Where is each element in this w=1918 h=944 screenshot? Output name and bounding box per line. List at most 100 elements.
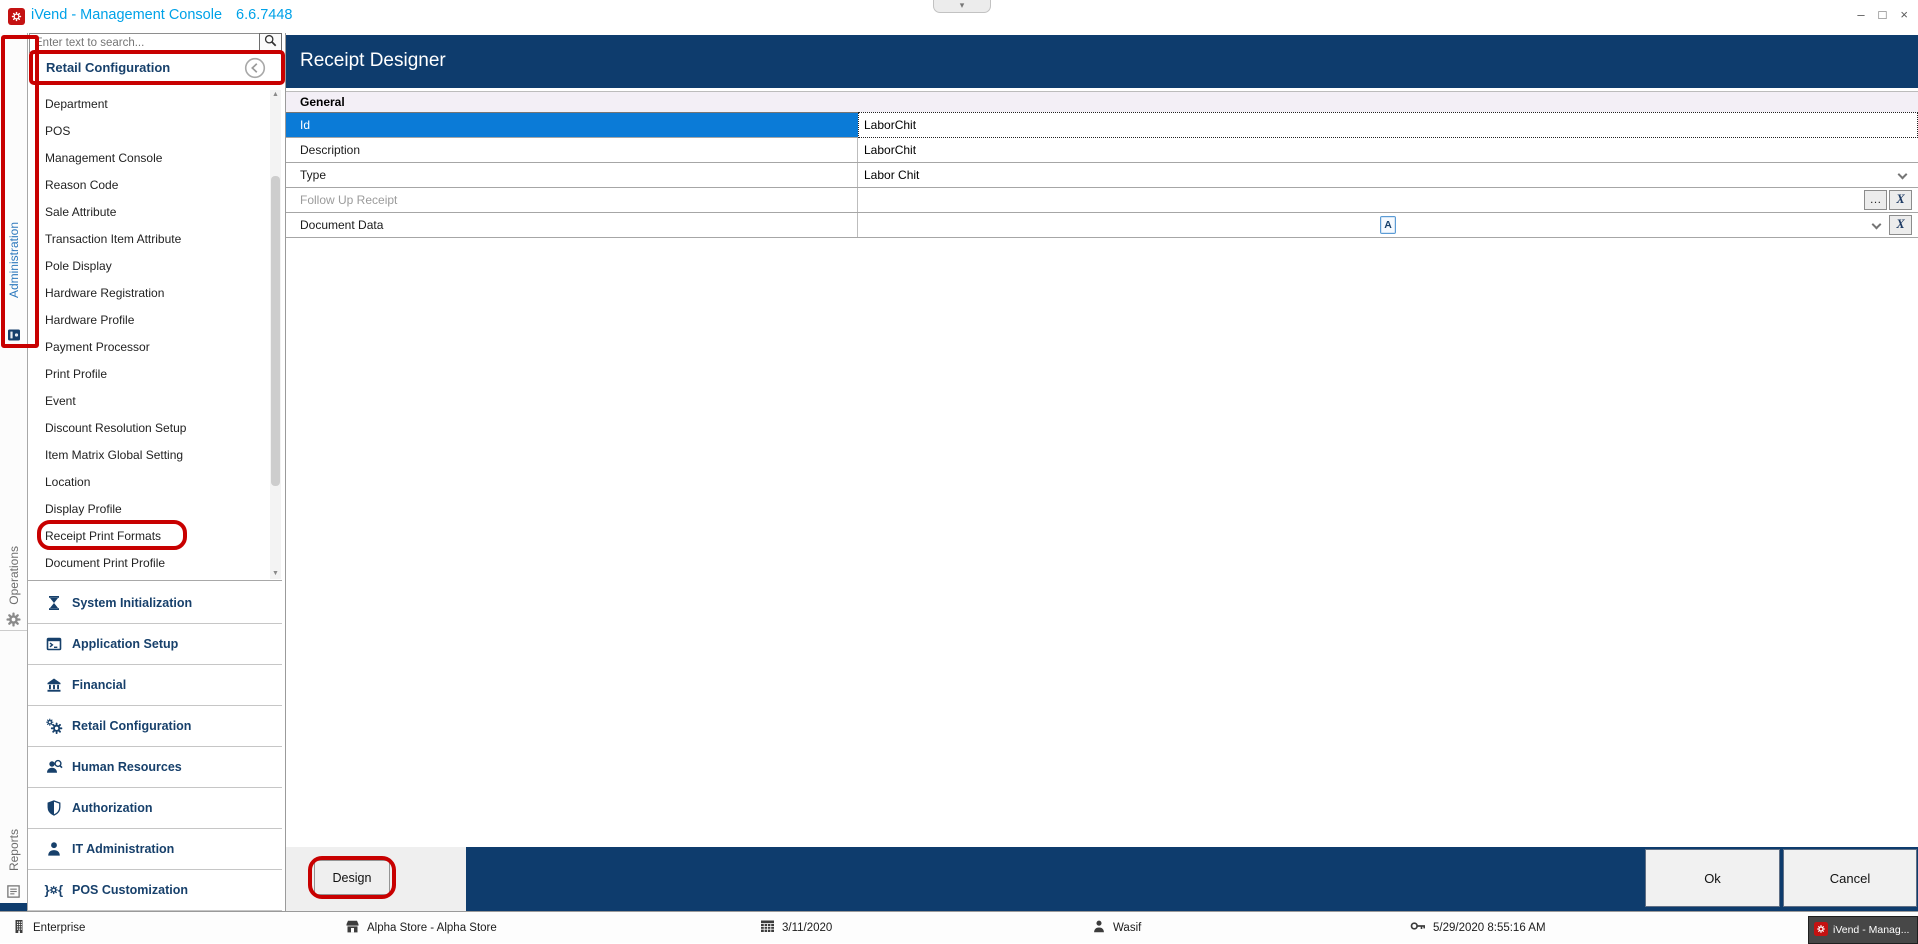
status-bar: Enterprise Alpha Store - Alpha Store 3/1…	[0, 911, 1918, 944]
field-value-follow-up-receipt[interactable]: … X	[858, 188, 1918, 212]
field-value-description[interactable]: LaborChit	[864, 143, 917, 157]
field-row-document-data: Document Data A X	[286, 213, 1918, 238]
field-label-type[interactable]: Type	[286, 163, 858, 187]
back-button[interactable]	[244, 57, 266, 79]
app-logo-icon	[1814, 921, 1828, 939]
status-user: Wasif	[1092, 912, 1141, 943]
hourglass-icon	[43, 595, 65, 611]
sidebar-section-retail-configuration[interactable]: Retail Configuration	[28, 706, 282, 747]
tabstrip-divider	[0, 630, 27, 631]
shield-icon	[43, 800, 65, 816]
search-input[interactable]	[29, 33, 259, 53]
ok-button[interactable]: Ok	[1645, 849, 1780, 907]
field-label-description[interactable]: Description	[286, 138, 858, 162]
sidebar-sections: System Initialization Application Setup Fi…	[28, 583, 282, 911]
design-button[interactable]: Design	[314, 860, 390, 895]
ribbon-collapse-notch[interactable]: ▾	[933, 0, 991, 13]
restore-button[interactable]: □	[1878, 7, 1887, 22]
main-panel: Receipt Designer General Id LaborChit Desc…	[286, 33, 1918, 911]
clear-button[interactable]: X	[1889, 215, 1912, 235]
tab-reports-label: Reports	[6, 828, 21, 872]
sidebar-item-display-profile[interactable]: Display Profile	[45, 502, 122, 516]
sidebar-item-transaction-item-attribute[interactable]: Transaction Item Attribute	[45, 232, 182, 246]
sidebar-item-item-matrix-global-setting[interactable]: Item Matrix Global Setting	[45, 448, 184, 462]
tab-reports[interactable]: Reports	[0, 817, 27, 883]
administration-icon	[6, 327, 22, 343]
group-row-general[interactable]: General	[286, 91, 1918, 113]
sidebar-section-system-initialization[interactable]: System Initialization	[28, 583, 282, 624]
tabstrip-footer	[0, 903, 27, 911]
dropdown-chevron-icon[interactable]	[1897, 169, 1908, 180]
field-value-id[interactable]: LaborChit	[858, 112, 1918, 138]
sidebar-item-location[interactable]: Location	[45, 475, 91, 489]
sidebar-search	[29, 33, 282, 53]
sidebar-section-application-setup[interactable]: Application Setup	[28, 624, 282, 665]
sidebar-item-receipt-print-formats[interactable]: Receipt Print Formats	[45, 529, 162, 543]
business-date-label: 3/11/2020	[782, 921, 833, 934]
sidebar-item-sale-attribute[interactable]: Sale Attribute	[45, 205, 117, 219]
sidebar-header-title: Retail Configuration	[46, 60, 171, 75]
calendar-icon	[760, 919, 775, 936]
close-button[interactable]: ×	[1900, 7, 1908, 22]
page-header: Receipt Designer	[286, 35, 1918, 88]
sidebar-item-hardware-registration[interactable]: Hardware Registration	[45, 286, 165, 300]
sidebar-item-event[interactable]: Event	[45, 394, 76, 408]
page-title: Receipt Designer	[300, 50, 446, 71]
sidebar-section-it-administration[interactable]: IT Administration	[28, 829, 282, 870]
key-icon	[1410, 919, 1426, 936]
clear-button[interactable]: X	[1889, 190, 1912, 210]
app-logo-icon	[8, 8, 25, 25]
field-editor-id[interactable]: LaborChit	[858, 112, 1918, 138]
field-row-follow-up-receipt: Follow Up Receipt… X	[286, 188, 1918, 213]
sidebar-item-print-profile[interactable]: Print Profile	[45, 367, 108, 381]
field-label-document-data[interactable]: Document Data	[286, 213, 858, 237]
sidebar-item-department[interactable]: Department	[45, 97, 108, 111]
sidebar-item-pos[interactable]: POS	[45, 124, 71, 138]
ellipsis-button[interactable]: …	[1864, 190, 1887, 210]
gears-icon	[43, 718, 65, 735]
nav-tabstrip: Administration Operations Reports	[0, 33, 28, 911]
property-grid: General Id LaborChit Description LaborChit T…	[286, 91, 1918, 238]
tab-operations-label: Operations	[6, 545, 21, 605]
sidebar-item-pole-display[interactable]: Pole Display	[45, 259, 112, 273]
field-label-id[interactable]: Id	[286, 113, 858, 137]
sidebar-section-financial[interactable]: Financial	[28, 665, 282, 706]
user-label: Wasif	[1113, 921, 1142, 934]
field-label-follow-up-receipt[interactable]: Follow Up Receipt	[286, 188, 858, 212]
design-zone: Design	[286, 847, 466, 911]
search-button[interactable]	[259, 33, 282, 53]
title-bar: iVend - Management Console 6.6.7448 ▾ – □…	[0, 0, 1918, 33]
sidebar-item-payment-processor[interactable]: Payment Processor	[45, 340, 150, 354]
field-row-id: Id LaborChit	[286, 112, 1918, 138]
sidebar-section-human-resources[interactable]: Human Resources	[28, 747, 282, 788]
gear-icon	[6, 612, 22, 628]
tab-administration-label: Administration	[6, 221, 21, 299]
dropdown-chevron-icon[interactable]	[1871, 219, 1882, 230]
sidebar-item-discount-resolution-setup[interactable]: Discount Resolution Setup	[45, 421, 187, 435]
bank-icon	[43, 677, 65, 693]
scroll-down-button[interactable]: ▼	[272, 570, 279, 577]
scroll-up-button[interactable]: ▲	[272, 91, 279, 98]
status-business-date: 3/11/2020	[760, 912, 832, 943]
taskbar-app-button[interactable]: iVend - Manag...	[1808, 916, 1918, 944]
sidebar-section-authorization[interactable]: Authorization	[28, 788, 282, 829]
bottom-bar: Design Ok Cancel	[286, 847, 1918, 911]
sidebar-item-management-console[interactable]: Management Console	[45, 151, 163, 165]
sidebar-section-pos-customization[interactable]: }{POS Customization	[28, 870, 282, 911]
sidebar-item-hardware-profile[interactable]: Hardware Profile	[45, 313, 135, 327]
sidebar-item-document-print-profile[interactable]: Document Print Profile	[45, 556, 166, 570]
tab-operations[interactable]: Operations	[0, 535, 27, 615]
section-label: System Initialization	[72, 596, 193, 610]
field-value-type[interactable]: Labor Chit	[858, 163, 1918, 187]
sidebar-item-reason-code[interactable]: Reason Code	[45, 178, 119, 192]
field-row-description: Description LaborChit	[286, 138, 1918, 163]
sidebar-scrollbar[interactable]: ▲ ▼	[270, 90, 281, 579]
taskbar-app-label: iVend - Manag...	[1833, 924, 1910, 936]
tab-administration[interactable]: Administration	[0, 195, 27, 325]
store-label: Alpha Store - Alpha Store	[367, 921, 497, 934]
scroll-thumb[interactable]	[271, 176, 280, 486]
section-label: Authorization	[72, 801, 153, 815]
minimize-button[interactable]: –	[1857, 7, 1865, 22]
cancel-button[interactable]: Cancel	[1783, 849, 1917, 907]
